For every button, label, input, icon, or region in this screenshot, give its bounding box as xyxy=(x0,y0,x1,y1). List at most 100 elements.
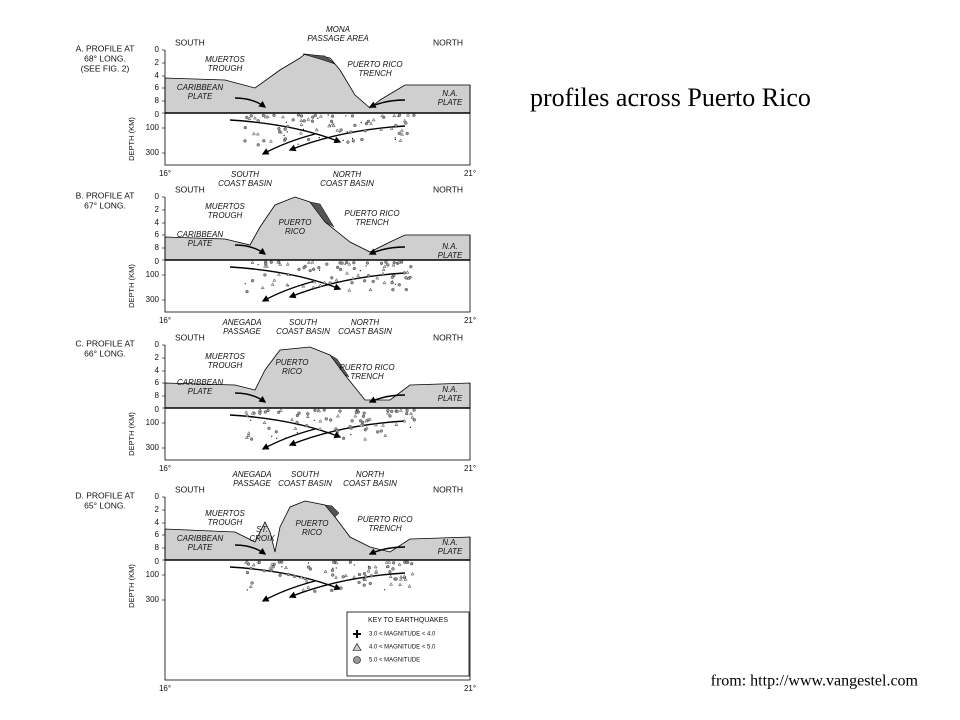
quake xyxy=(245,435,249,439)
quake xyxy=(400,260,404,264)
quake xyxy=(308,567,313,571)
quake xyxy=(386,411,390,415)
quake xyxy=(344,573,348,577)
x-start-label: 16° xyxy=(159,316,171,325)
motion-arrow xyxy=(368,99,406,108)
elevation-tick-label: 8 xyxy=(155,391,160,400)
quake xyxy=(305,424,309,428)
quake xyxy=(388,574,393,578)
quake xyxy=(330,276,334,280)
quake xyxy=(381,267,386,271)
quake xyxy=(339,586,343,590)
annotation: N.A. xyxy=(442,89,458,98)
depth-axis-title: DEPTH (KM) xyxy=(127,412,136,456)
motion-arrow xyxy=(261,133,316,155)
quake xyxy=(361,414,366,418)
quake xyxy=(369,574,374,578)
quake xyxy=(317,117,319,119)
depth-box xyxy=(164,112,471,166)
annotation: PLATE xyxy=(188,239,213,248)
elevation-tick-label: 2 xyxy=(155,353,160,362)
quake xyxy=(327,123,331,128)
quake xyxy=(349,130,353,134)
quake xyxy=(307,562,310,564)
quake xyxy=(243,139,247,143)
quake xyxy=(293,426,298,430)
annotation: NORTH xyxy=(356,470,385,479)
direction-north: NORTH xyxy=(433,484,463,494)
annotation: TRENCH xyxy=(355,218,389,227)
quake xyxy=(312,279,316,284)
quake xyxy=(412,408,416,412)
slide-title: profiles across Puerto Rico xyxy=(530,83,811,112)
quake xyxy=(297,411,301,415)
annotation: COAST BASIN xyxy=(276,327,330,336)
quake xyxy=(392,561,396,565)
motion-arrow xyxy=(288,125,406,152)
quake xyxy=(407,584,412,588)
key-entry: 3.0 < MAGNITUDE < 4.0 xyxy=(369,632,436,638)
quake xyxy=(276,260,281,264)
quake xyxy=(339,128,343,132)
quake xyxy=(368,581,372,586)
depth-tick-label: 300 xyxy=(146,443,160,452)
quake xyxy=(246,589,248,591)
annotation: PUERTO xyxy=(275,358,308,367)
quake xyxy=(371,117,376,122)
quake xyxy=(354,410,358,414)
quake xyxy=(347,262,352,266)
quake xyxy=(250,419,252,421)
quake xyxy=(270,562,274,566)
quake xyxy=(338,409,342,413)
quake xyxy=(245,115,249,119)
annotation: SOUTH xyxy=(289,318,317,327)
annotation: N.A. xyxy=(442,385,458,394)
quake xyxy=(331,123,336,127)
annotation: CROIX xyxy=(249,534,275,543)
key-entry: 5.0 < MAGNITUDE xyxy=(369,658,420,664)
quake xyxy=(397,283,401,287)
quake xyxy=(245,289,249,294)
quake xyxy=(359,423,364,427)
quake xyxy=(406,560,410,565)
depth-tick-label: 100 xyxy=(146,418,160,427)
quake xyxy=(392,113,397,117)
quake xyxy=(283,127,287,131)
quake xyxy=(389,582,393,586)
annotation: MUERTOS xyxy=(205,55,245,64)
annotation: TROUGH xyxy=(208,64,243,73)
quake xyxy=(363,437,367,441)
quake xyxy=(345,271,349,275)
quake xyxy=(409,426,411,428)
quake xyxy=(394,138,396,140)
quake xyxy=(334,278,339,282)
quake xyxy=(409,411,413,415)
elevation-tick-label: 8 xyxy=(155,543,160,552)
quake xyxy=(283,134,285,136)
quake xyxy=(250,260,255,264)
quake xyxy=(337,432,339,434)
annotation: CARIBBEAN xyxy=(177,230,223,239)
elevation-tick-label: 6 xyxy=(155,230,160,239)
elevation-tick-label: 4 xyxy=(155,366,160,375)
elevation-tick-label: 0 xyxy=(155,340,160,349)
motion-arrow xyxy=(261,428,316,450)
quake xyxy=(324,417,328,421)
quake xyxy=(410,562,414,566)
annotation: COAST BASIN xyxy=(343,479,397,488)
motion-arrow xyxy=(288,272,406,299)
quake xyxy=(383,433,388,437)
annotation: CARIBBEAN xyxy=(177,378,223,387)
quake xyxy=(283,137,288,141)
elevation-tick-label: 4 xyxy=(155,218,160,227)
quake xyxy=(277,126,281,131)
quake xyxy=(330,114,335,118)
motion-arrow xyxy=(368,246,406,255)
quake xyxy=(312,267,316,271)
quake xyxy=(249,566,253,570)
annotation: TRENCH xyxy=(368,524,402,533)
quake xyxy=(400,128,404,132)
motion-arrow xyxy=(234,244,267,255)
annotation: TROUGH xyxy=(208,361,243,370)
quake xyxy=(339,131,341,133)
